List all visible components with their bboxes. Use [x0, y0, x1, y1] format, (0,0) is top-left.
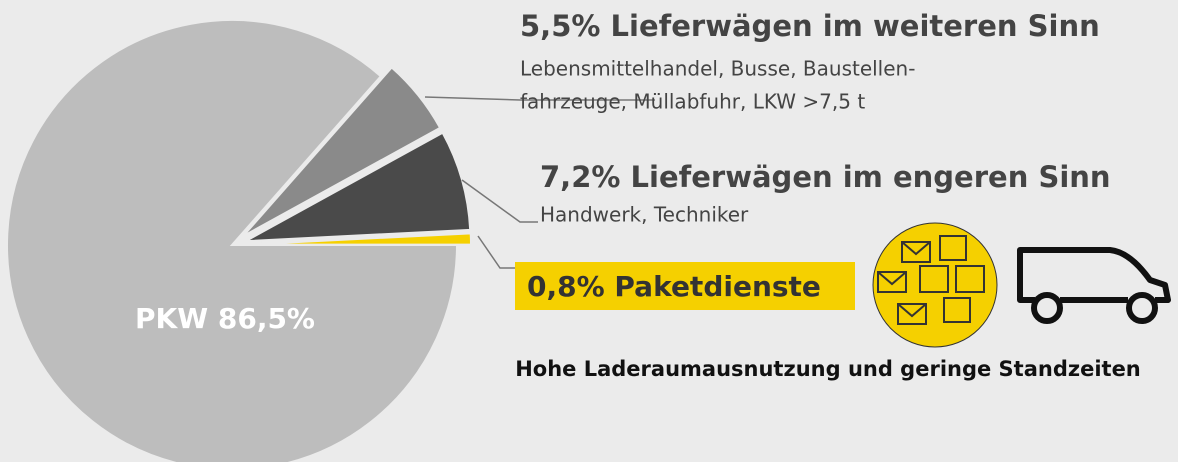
slice-description: Handwerk, Techniker — [540, 203, 749, 227]
slice-description: fahrzeuge, Müllabfuhr, LKW >7,5 t — [520, 90, 865, 114]
van-icon — [1017, 247, 1171, 324]
leader-line — [461, 179, 538, 223]
pie-slice — [245, 232, 472, 246]
slice-label: 7,2% Lieferwägen im engeren Sinn — [540, 160, 1111, 194]
slice-description: Lebensmittelhandel, Busse, Baustellen- — [520, 57, 915, 81]
pie-slice — [242, 66, 442, 238]
footnote: Hohe Laderaumausnutzung und geringe Stan… — [515, 357, 1141, 381]
label-highlight — [515, 262, 855, 310]
parcel-icon — [872, 222, 998, 348]
pie — [6, 19, 472, 462]
slice-label: 5,5% Lieferwägen im weiteren Sinn — [520, 9, 1100, 43]
pie-slice — [244, 131, 472, 243]
slice-label: 0,8% Paketdienste — [527, 270, 821, 303]
leader-line — [477, 235, 515, 269]
leader-line — [424, 96, 655, 101]
pie-slice — [6, 19, 459, 462]
slice-label: PKW 86,5% — [135, 302, 315, 335]
leader-lines — [424, 96, 655, 269]
